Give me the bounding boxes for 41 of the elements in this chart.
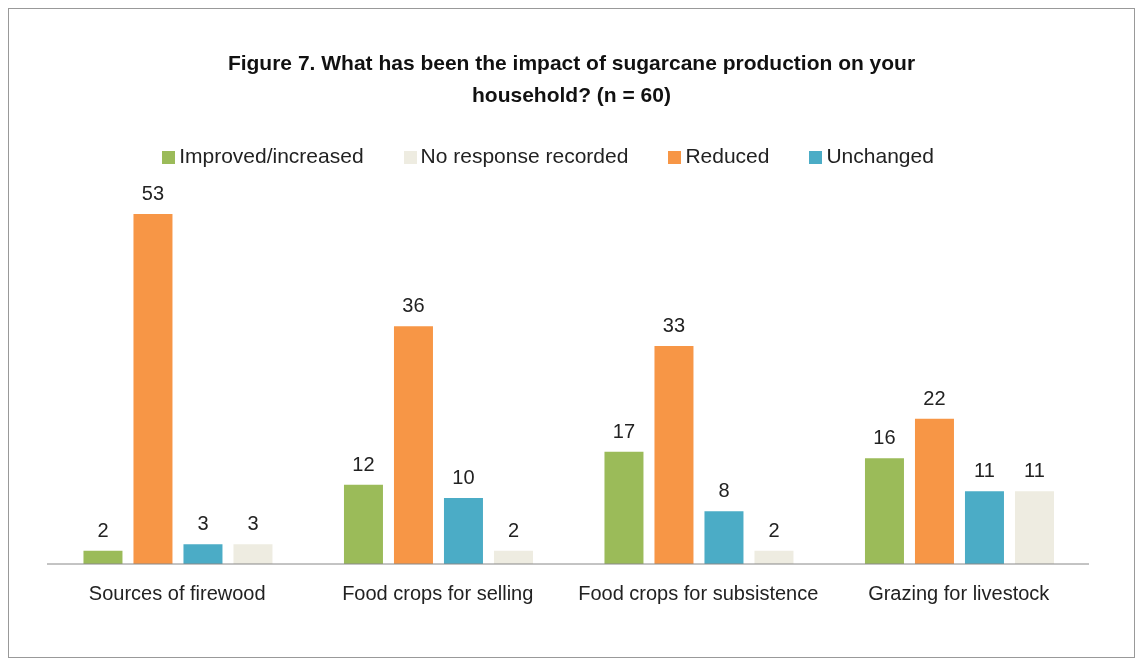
data-label: 10 [452, 465, 475, 488]
x-tick-label: Sources of firewood [88, 582, 266, 605]
data-label: 3 [197, 512, 209, 535]
bar [133, 214, 173, 564]
x-tick-label: Food crops for selling [342, 582, 534, 605]
data-label: 36 [402, 294, 425, 317]
x-tick-label: Food crops for subsistence [578, 582, 819, 605]
chart-title: Figure 7. What has been the impact of sugarcane production on your household? (n = 60) [226, 50, 917, 108]
data-label: 17 [612, 419, 636, 442]
legend-label: Unchanged [826, 144, 934, 167]
data-label: 2 [507, 518, 520, 541]
data-label: 8 [718, 479, 730, 502]
data-label: 2 [97, 518, 109, 541]
bar [393, 326, 433, 564]
data-label: 11 [974, 459, 995, 482]
bar [864, 458, 904, 564]
bar [914, 418, 954, 564]
bar [493, 550, 533, 564]
bar [604, 451, 644, 564]
legend-label: Improved/increased [179, 144, 364, 167]
legend-label: Reduced [685, 144, 770, 167]
x-tick-label: Grazing for livestock [868, 582, 1051, 605]
bar [754, 550, 794, 564]
data-label: 11 [1024, 459, 1045, 482]
bar [654, 346, 694, 564]
data-label: 3 [247, 512, 259, 535]
data-label: 22 [923, 386, 946, 409]
bar [443, 497, 483, 564]
legend-label: No response recorded [420, 144, 629, 167]
bar [704, 511, 744, 564]
bar [183, 544, 223, 564]
data-label: 33 [662, 314, 686, 337]
bar [964, 491, 1004, 564]
bar [1014, 491, 1054, 564]
bar [343, 484, 383, 564]
data-label: 2 [768, 518, 780, 541]
data-label: 53 [141, 182, 165, 204]
bar [83, 550, 123, 564]
data-label: 12 [352, 452, 375, 475]
data-label: 16 [873, 426, 896, 449]
bar [233, 544, 273, 564]
